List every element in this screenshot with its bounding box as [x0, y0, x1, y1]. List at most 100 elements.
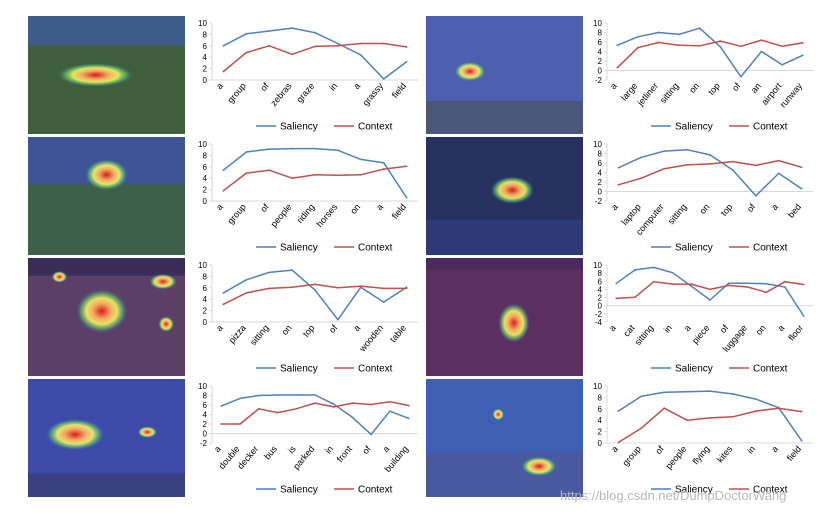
data-point-context: [781, 45, 783, 48]
x-tick-label: decker: [235, 444, 260, 471]
data-point-context: [709, 288, 711, 291]
y-tick-label: 8: [598, 393, 603, 402]
data-point-saliency: [239, 397, 241, 400]
data-point-context: [740, 45, 742, 48]
legend-label: Context: [753, 243, 788, 254]
data-point-saliency: [617, 410, 620, 412]
y-tick-label: 2: [598, 428, 603, 437]
y-tick-label: 10: [198, 261, 207, 270]
y-tick-label: 0: [598, 188, 603, 197]
x-tick-label: runway: [778, 80, 805, 109]
data-point-context: [746, 286, 749, 288]
heatmap-photo: [426, 16, 583, 134]
y-tick-label: 4: [598, 285, 603, 294]
heatmap-photo: [28, 258, 185, 376]
saliency-heat-spot: [149, 273, 178, 290]
legend-label: Saliency: [675, 364, 713, 375]
data-point-saliency: [351, 416, 354, 419]
data-point-context: [709, 417, 711, 419]
saliency-heat-spot: [492, 408, 505, 421]
x-tick-label: sitting: [658, 81, 681, 105]
data-point-context: [719, 40, 722, 42]
data-point-context: [634, 296, 636, 299]
data-point-context: [314, 173, 316, 176]
photo-ground: [426, 219, 583, 255]
x-tick-label: top: [719, 202, 735, 218]
data-point-context: [640, 427, 643, 430]
x-tick-label: of: [745, 201, 758, 214]
x-tick-label: graze: [294, 81, 316, 105]
data-point-saliency: [765, 282, 768, 285]
saliency-heat-spot: [521, 456, 558, 477]
y-tick-label: 6: [598, 277, 603, 286]
data-point-saliency: [389, 410, 391, 413]
y-tick-label: 8: [598, 29, 603, 38]
x-tick-label: sitting: [666, 202, 689, 226]
x-tick-label: people: [664, 444, 689, 471]
x-tick-label: group: [620, 444, 642, 468]
data-point-context: [336, 174, 339, 177]
data-point-saliency: [268, 30, 271, 32]
photo-ground: [28, 45, 185, 134]
y-tick-label: 2: [598, 57, 603, 66]
y-tick-label: -2: [595, 197, 603, 206]
data-point-saliency: [382, 161, 385, 164]
x-tick-label: bed: [786, 202, 803, 220]
series-line-saliency: [615, 266, 805, 317]
data-point-context: [709, 163, 711, 165]
x-tick-label: of: [730, 80, 743, 93]
y-tick-label: 0: [203, 430, 208, 439]
data-point-context: [617, 183, 620, 186]
data-point-saliency: [746, 282, 749, 285]
y-tick-label: 10: [593, 140, 602, 149]
data-point-context: [407, 404, 410, 407]
y-tick-label: 6: [203, 163, 208, 172]
data-point-saliency: [754, 194, 757, 197]
data-point-saliency: [731, 169, 734, 172]
data-point-context: [637, 46, 639, 49]
data-point-context: [220, 423, 223, 425]
legend-label: Saliency: [675, 122, 713, 133]
data-point-context: [640, 177, 643, 180]
legend-label: Saliency: [280, 122, 318, 133]
series-line-context: [221, 400, 409, 425]
x-tick-label: a: [351, 323, 362, 333]
data-point-context: [765, 291, 768, 294]
x-tick-label: a: [214, 323, 225, 333]
data-point-context: [777, 159, 780, 162]
data-point-context: [336, 286, 339, 289]
y-tick-label: 4: [203, 174, 208, 183]
y-tick-label: 0: [203, 76, 208, 85]
data-point-context: [382, 168, 385, 170]
y-tick-label: 8: [598, 269, 603, 278]
saliency-heat-spot: [137, 426, 158, 439]
y-tick-label: 0: [598, 302, 603, 311]
x-tick-label: a: [608, 81, 619, 91]
data-point-context: [222, 189, 225, 192]
y-tick-label: 0: [598, 67, 603, 76]
photo-ground: [28, 184, 185, 255]
series-line-context: [222, 165, 407, 192]
data-point-context: [663, 407, 666, 410]
x-tick-label: an: [749, 81, 763, 95]
x-tick-label: top: [706, 81, 722, 97]
data-point-context: [295, 407, 298, 410]
y-tick-label: 6: [598, 159, 603, 168]
data-point-saliency: [657, 31, 660, 34]
legend-label: Context: [358, 364, 393, 375]
x-tick-label: of: [258, 80, 271, 93]
data-point-saliency: [698, 27, 701, 30]
heatmap-photo: [28, 137, 185, 255]
x-tick-label: a: [682, 323, 693, 333]
data-point-context: [245, 172, 248, 174]
x-tick-label: is: [286, 443, 298, 455]
data-point-context: [222, 70, 225, 73]
data-point-saliency: [268, 271, 271, 274]
data-point-context: [698, 44, 701, 47]
